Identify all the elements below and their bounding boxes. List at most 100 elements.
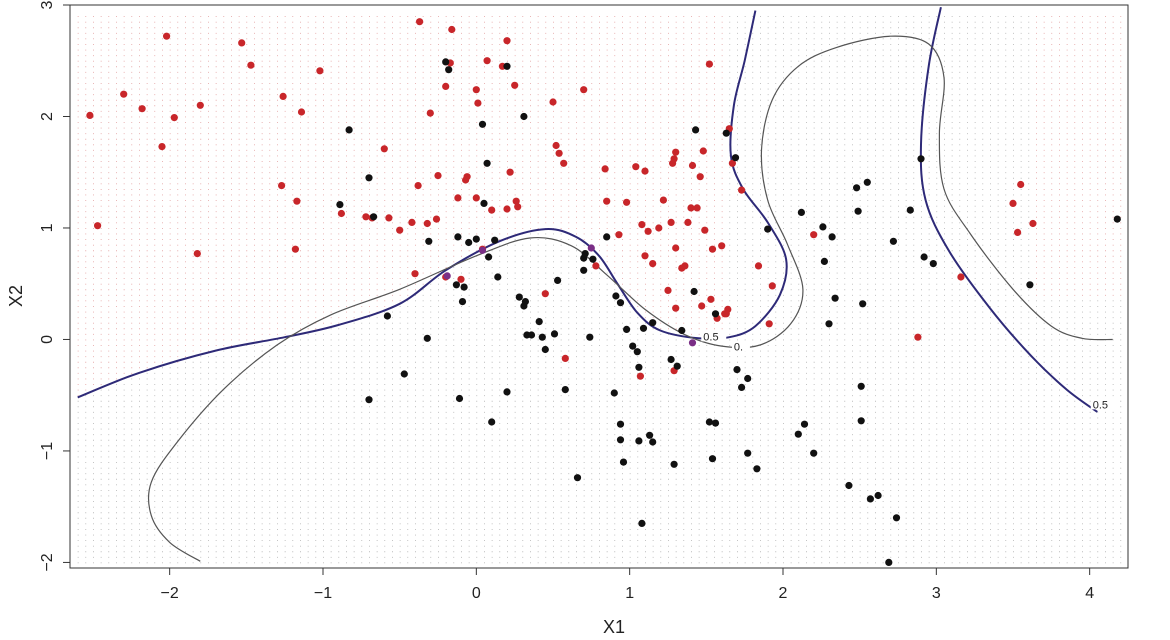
red-point	[511, 81, 519, 89]
black-point	[520, 112, 528, 121]
red-point	[316, 67, 324, 75]
black-point	[825, 320, 833, 328]
black-point	[610, 389, 618, 397]
knn-boundary-curve	[147, 35, 1113, 562]
black-point	[365, 396, 373, 404]
red-point	[170, 114, 178, 122]
red-point	[552, 141, 560, 150]
red-point	[699, 147, 707, 155]
red-point	[247, 61, 255, 69]
black-point	[638, 519, 646, 528]
red-point	[649, 260, 657, 268]
purple-point	[478, 246, 487, 254]
red-point	[94, 222, 102, 230]
red-point	[434, 172, 442, 180]
red-point	[196, 101, 204, 109]
x-tick-label: −2	[161, 585, 179, 602]
black-point	[845, 481, 853, 490]
black-point	[673, 362, 681, 370]
red-point	[549, 98, 557, 106]
black-point	[472, 235, 480, 243]
black-point	[521, 298, 530, 306]
black-point	[705, 418, 714, 426]
black-point	[454, 233, 462, 241]
red-point	[472, 86, 480, 94]
red-point	[488, 206, 496, 214]
red-point	[362, 213, 370, 221]
black-point	[892, 514, 901, 522]
red-point	[560, 159, 568, 167]
red-point	[408, 218, 416, 226]
black-point	[503, 62, 511, 70]
black-point	[794, 430, 802, 438]
red-point	[693, 204, 701, 212]
black-point	[465, 238, 473, 247]
black-point	[831, 294, 839, 302]
black-point	[460, 283, 468, 291]
x-tick-label: 0	[472, 585, 481, 602]
red-point	[768, 282, 776, 290]
contour-labels: 0.5 0. 0.5	[701, 330, 1116, 411]
black-point	[612, 292, 620, 300]
black-point	[616, 299, 625, 307]
red-point	[138, 105, 146, 113]
red-point	[638, 221, 646, 229]
black-point	[365, 174, 373, 182]
black-point	[649, 438, 657, 446]
black-point	[874, 491, 882, 500]
black-point	[635, 363, 643, 371]
black-point	[820, 257, 829, 265]
black-point	[538, 333, 546, 341]
red-point	[426, 109, 434, 117]
red-point	[380, 145, 388, 153]
black-point	[819, 223, 827, 231]
red-point	[765, 320, 773, 328]
red-point	[601, 165, 609, 173]
prediction-grid	[77, 16, 1122, 564]
red-point	[659, 196, 668, 204]
red-point	[672, 244, 680, 252]
black-point	[623, 325, 631, 333]
black-point	[646, 431, 654, 439]
red-point	[707, 295, 715, 303]
black-point	[345, 126, 353, 134]
red-point	[641, 252, 649, 260]
red-point	[448, 25, 456, 34]
red-point	[396, 226, 404, 234]
black-point	[561, 386, 569, 394]
black-point	[649, 319, 657, 327]
black-point	[639, 324, 648, 332]
black-point	[452, 281, 460, 289]
black-point	[866, 495, 875, 503]
x-tick-label: 1	[625, 585, 634, 602]
black-point	[857, 382, 865, 390]
black-point	[485, 253, 493, 261]
black-point	[488, 418, 496, 426]
red-point	[1017, 180, 1025, 189]
red-point	[474, 99, 482, 107]
red-point	[291, 245, 299, 253]
black-point	[336, 201, 344, 209]
black-point	[478, 120, 487, 128]
red-point	[810, 231, 818, 239]
red-point	[1029, 219, 1037, 228]
black-point	[586, 333, 594, 341]
black-point	[580, 266, 588, 274]
red-point	[297, 108, 306, 116]
red-point	[603, 197, 611, 205]
black-point	[854, 207, 862, 215]
contour-label-bg	[701, 330, 727, 342]
black-point	[527, 331, 536, 339]
grid-dots	[77, 16, 1122, 564]
black-point	[581, 250, 589, 258]
black-point	[1113, 215, 1121, 223]
contour-label: 0.5	[1093, 399, 1108, 411]
black-point	[863, 178, 871, 186]
red-point	[632, 163, 640, 171]
red-point	[684, 218, 692, 226]
black-point	[810, 449, 818, 457]
x-tick-label: 2	[779, 585, 788, 602]
red-point	[1014, 228, 1022, 236]
y-tick-label: −2	[39, 553, 56, 571]
purple-point	[587, 244, 595, 252]
